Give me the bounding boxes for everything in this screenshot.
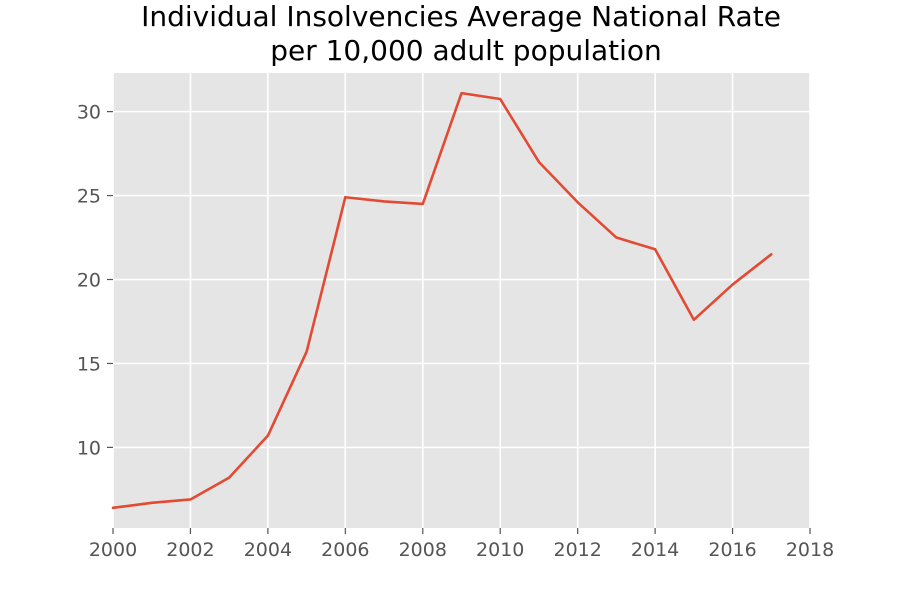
x-tick-label: 2018 (786, 539, 834, 561)
plot-area (113, 73, 810, 528)
x-tick-labels: 2000 2002 2004 2006 2008 2010 2012 2014 2016 2018 (89, 539, 834, 561)
x-tick-label: 2006 (321, 539, 369, 561)
series-line (111, 91, 773, 510)
x-tick-label: 2014 (631, 539, 679, 561)
tick-marks (107, 111, 811, 534)
x-tick-label: 2000 (89, 539, 137, 561)
chart-subtitle: per 10,000 adult population (270, 34, 662, 67)
x-tick-label: 2016 (708, 539, 756, 561)
series-group (111, 91, 773, 510)
grid-lines (112, 73, 811, 528)
chart-title: Individual Insolvencies Average National… (141, 0, 781, 33)
y-tick-label: 30 (77, 102, 101, 124)
y-tick-labels: 10 15 20 25 30 (77, 102, 101, 460)
x-tick-label: 2008 (399, 539, 447, 561)
y-tick-label: 20 (77, 270, 101, 292)
x-tick-label: 2012 (553, 539, 601, 561)
y-tick-label: 25 (77, 186, 101, 208)
x-tick-label: 2004 (244, 539, 292, 561)
y-tick-label: 10 (77, 437, 101, 459)
x-tick-label: 2002 (166, 539, 214, 561)
x-tick-label: 2010 (476, 539, 524, 561)
y-tick-label: 15 (77, 353, 101, 375)
